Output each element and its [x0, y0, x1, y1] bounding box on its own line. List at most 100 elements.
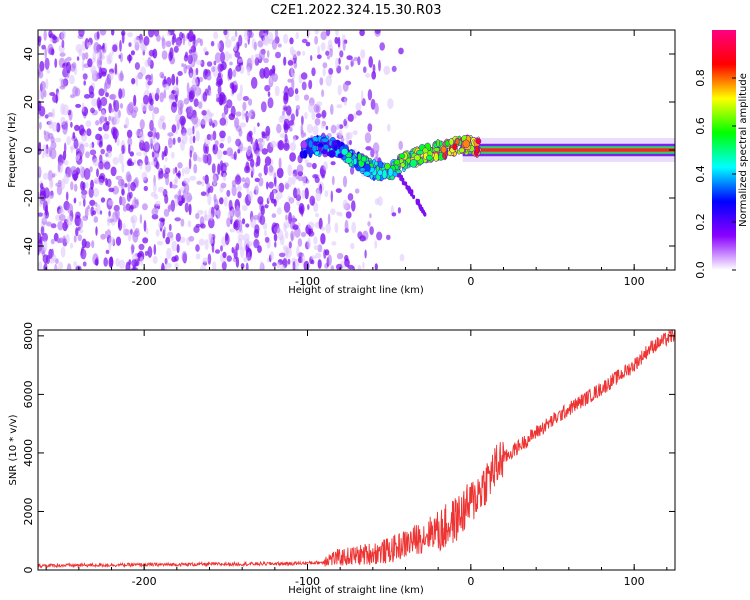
noise-blob	[360, 49, 366, 59]
noise-blob	[307, 221, 315, 229]
noise-blob	[84, 52, 89, 60]
signal-blob	[440, 145, 447, 154]
noise-blob	[273, 199, 277, 207]
signal-blob	[381, 169, 388, 179]
noise-blob	[317, 45, 320, 55]
noise-blob	[368, 56, 374, 68]
noise-blob	[147, 56, 152, 67]
noise-blob	[46, 221, 52, 227]
noise-blob	[263, 164, 268, 176]
noise-blob	[247, 66, 251, 76]
noise-blob	[69, 74, 75, 85]
noise-blob	[104, 77, 112, 90]
noise-blob	[312, 162, 317, 170]
noise-blob	[127, 32, 133, 38]
noise-blob	[219, 142, 224, 149]
noise-blob	[387, 123, 391, 132]
noise-blob	[238, 58, 244, 63]
noise-blob	[167, 231, 174, 239]
noise-blob	[192, 69, 197, 80]
noise-blob	[309, 195, 316, 206]
noise-blob	[191, 77, 199, 87]
noise-blob	[242, 182, 250, 189]
noise-blob	[110, 126, 118, 136]
noise-blob	[143, 185, 148, 192]
noise-blob	[301, 81, 307, 91]
noise-blob	[250, 77, 258, 89]
noise-blob	[57, 220, 64, 231]
noise-blob	[184, 166, 190, 175]
noise-blob	[60, 116, 66, 125]
noise-blob	[81, 60, 85, 71]
noise-blob	[254, 224, 260, 234]
noise-blob	[208, 112, 214, 118]
noise-blob	[43, 240, 48, 252]
noise-blob	[322, 62, 328, 69]
noise-blob	[349, 139, 352, 146]
noise-blob	[164, 194, 169, 204]
noise-blob	[158, 170, 164, 179]
noise-blob	[130, 181, 136, 192]
noise-blob	[176, 244, 180, 253]
noise-blob	[80, 164, 83, 175]
noise-blob	[131, 199, 135, 206]
noise-blob	[175, 76, 179, 86]
noise-blob	[144, 250, 149, 257]
noise-blob	[350, 166, 355, 175]
noise-blob	[391, 212, 397, 217]
noise-blob	[171, 35, 175, 46]
noise-blob	[188, 158, 192, 170]
noise-blob	[240, 246, 245, 258]
noise-blob	[73, 138, 79, 149]
noise-blob	[231, 246, 235, 254]
noise-blob	[195, 213, 200, 220]
noise-blob	[75, 227, 79, 237]
noise-blob	[80, 180, 85, 191]
noise-blob	[102, 48, 107, 54]
noise-blob	[314, 213, 320, 218]
noise-blob	[270, 251, 274, 261]
noise-blob	[46, 69, 51, 74]
noise-blob	[284, 183, 290, 190]
noise-blob	[248, 130, 253, 137]
noise-blob	[51, 173, 56, 178]
noise-blob	[242, 101, 247, 111]
noise-blob	[82, 52, 86, 61]
signal-blob	[426, 154, 433, 161]
noise-blob	[63, 173, 69, 185]
noise-blob	[74, 124, 80, 131]
noise-blob	[320, 233, 326, 245]
noise-blob	[357, 56, 361, 66]
noise-blob	[365, 146, 372, 151]
noise-blob	[112, 44, 118, 52]
noise-blob	[337, 84, 342, 96]
noise-blob	[106, 229, 111, 238]
noise-blob	[233, 151, 237, 161]
noise-blob	[278, 115, 285, 124]
noise-blob	[171, 124, 177, 133]
noise-blob	[167, 205, 172, 210]
noise-blob	[260, 101, 267, 113]
noise-blob	[221, 261, 227, 270]
noise-blob	[311, 259, 315, 265]
noise-blob	[112, 185, 119, 195]
noise-blob	[321, 109, 327, 118]
noise-blob	[247, 145, 252, 155]
noise-blob	[277, 140, 284, 151]
noise-blob	[148, 92, 153, 105]
noise-blob	[228, 67, 233, 80]
noise-blob	[62, 150, 67, 161]
signal-blob	[409, 158, 418, 168]
noise-blob	[329, 48, 333, 58]
y-tick-label: -20	[22, 189, 35, 207]
noise-blob	[234, 207, 241, 218]
noise-blob	[96, 168, 99, 178]
noise-blob	[175, 40, 182, 48]
noise-blob	[226, 217, 231, 228]
noise-blob	[89, 149, 97, 156]
branch-blob	[407, 186, 411, 191]
noise-blob	[374, 240, 378, 249]
noise-blob	[78, 218, 83, 229]
noise-blob	[235, 256, 240, 268]
